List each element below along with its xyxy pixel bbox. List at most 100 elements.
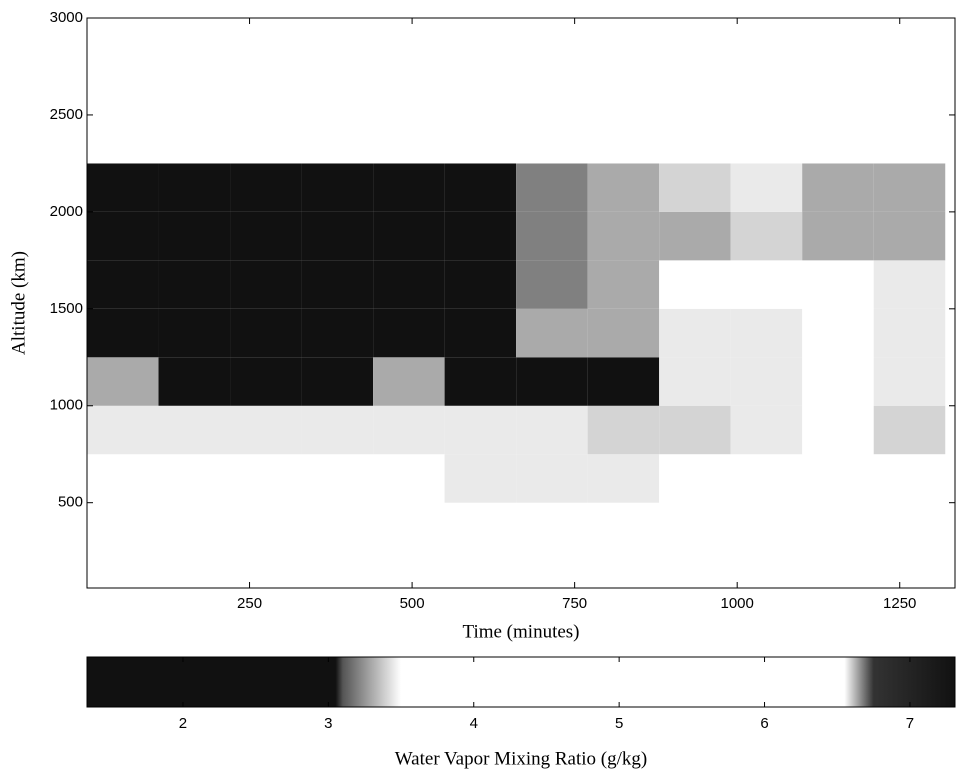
heat-cell bbox=[373, 405, 445, 455]
heat-cell bbox=[373, 66, 445, 115]
heat-cell bbox=[802, 211, 874, 261]
heat-cell bbox=[516, 308, 588, 358]
heat-cell bbox=[802, 114, 874, 164]
heat-cell bbox=[659, 405, 731, 455]
heat-cell bbox=[587, 454, 660, 503]
heat-cell bbox=[301, 211, 374, 261]
x-tick-label: 250 bbox=[237, 595, 262, 612]
heat-cell bbox=[802, 163, 874, 212]
heat-cell bbox=[730, 454, 803, 503]
heat-cell bbox=[373, 18, 445, 67]
heat-cell bbox=[873, 454, 946, 503]
heat-cell bbox=[87, 308, 159, 358]
heat-cell bbox=[230, 18, 302, 67]
heat-cell bbox=[373, 211, 445, 261]
colorbar-tick-label: 3 bbox=[324, 715, 332, 732]
heat-cell bbox=[873, 405, 946, 455]
heat-cell bbox=[659, 66, 731, 115]
heat-cell bbox=[587, 18, 660, 67]
heat-cell bbox=[444, 357, 517, 406]
heat-cell bbox=[516, 405, 588, 455]
heat-cell bbox=[659, 18, 731, 67]
heat-cell bbox=[158, 211, 231, 261]
colorbar-label: Water Vapor Mixing Ratio (g/kg) bbox=[395, 748, 647, 769]
colorbar-tick-label: 6 bbox=[760, 715, 768, 732]
heat-cell bbox=[873, 114, 946, 164]
x-axis-label: Time (minutes) bbox=[463, 621, 580, 642]
heat-cell bbox=[444, 454, 517, 503]
heat-cell bbox=[587, 308, 660, 358]
heat-cell bbox=[659, 260, 731, 309]
heat-cell bbox=[659, 211, 731, 261]
heat-cell bbox=[301, 18, 374, 67]
heat-cell bbox=[516, 260, 588, 309]
heat-cell bbox=[516, 454, 588, 503]
heat-cell bbox=[873, 66, 946, 115]
heat-cell bbox=[444, 211, 517, 261]
heat-cell bbox=[301, 308, 374, 358]
heat-cell bbox=[158, 308, 231, 358]
colorbar bbox=[86, 656, 956, 708]
heat-cell bbox=[802, 357, 874, 406]
heat-cell bbox=[230, 308, 302, 358]
heat-cell bbox=[158, 163, 231, 212]
heat-cell bbox=[373, 308, 445, 358]
heat-cell bbox=[87, 211, 159, 261]
heat-cell bbox=[230, 114, 302, 164]
heat-cell bbox=[301, 454, 374, 503]
heat-cell bbox=[873, 357, 946, 406]
y-tick-label: 1000 bbox=[50, 397, 83, 414]
heat-cell bbox=[444, 260, 517, 309]
y-tick-label: 1500 bbox=[50, 300, 83, 317]
heat-cell bbox=[802, 18, 874, 67]
heat-cell bbox=[516, 211, 588, 261]
plot-frame bbox=[86, 17, 956, 589]
heat-cell bbox=[587, 357, 660, 406]
heat-cell bbox=[87, 114, 159, 164]
colorbar-tick-label: 7 bbox=[906, 715, 914, 732]
heat-cell bbox=[516, 357, 588, 406]
heat-cell bbox=[87, 357, 159, 406]
heat-cell bbox=[730, 114, 803, 164]
heat-cell bbox=[87, 454, 159, 503]
heat-cell bbox=[301, 114, 374, 164]
heat-cell bbox=[373, 114, 445, 164]
heat-cell bbox=[516, 114, 588, 164]
heat-cell bbox=[230, 357, 302, 406]
y-tick-label: 500 bbox=[58, 494, 83, 511]
heat-cell bbox=[373, 454, 445, 503]
heat-cell bbox=[730, 308, 803, 358]
heat-cell bbox=[301, 405, 374, 455]
heat-cell bbox=[230, 211, 302, 261]
heat-cell bbox=[516, 66, 588, 115]
heat-cell bbox=[87, 18, 159, 67]
heat-cell bbox=[873, 18, 946, 67]
heat-cell bbox=[444, 18, 517, 67]
heat-cell bbox=[587, 163, 660, 212]
heat-cell bbox=[444, 114, 517, 164]
heat-cell bbox=[730, 357, 803, 406]
heat-cell bbox=[730, 405, 803, 455]
heat-cell bbox=[730, 18, 803, 67]
heat-cell bbox=[230, 454, 302, 503]
heat-cell bbox=[158, 405, 231, 455]
heat-cell bbox=[444, 163, 517, 212]
heat-cell bbox=[444, 66, 517, 115]
heat-cell bbox=[587, 114, 660, 164]
colorbar-tick-label: 5 bbox=[615, 715, 623, 732]
heat-cell bbox=[230, 405, 302, 455]
heat-cell bbox=[87, 163, 159, 212]
heat-cell bbox=[802, 66, 874, 115]
y-tick-label: 2500 bbox=[50, 106, 83, 123]
y-tick-label: 3000 bbox=[50, 9, 83, 26]
heat-cell bbox=[158, 260, 231, 309]
heat-cell bbox=[873, 163, 946, 212]
heat-cell bbox=[87, 66, 159, 115]
heat-cell bbox=[230, 163, 302, 212]
heat-cell bbox=[444, 308, 517, 358]
heat-cell bbox=[802, 308, 874, 358]
heat-cell bbox=[87, 260, 159, 309]
heat-cell bbox=[158, 454, 231, 503]
heat-cell bbox=[659, 163, 731, 212]
